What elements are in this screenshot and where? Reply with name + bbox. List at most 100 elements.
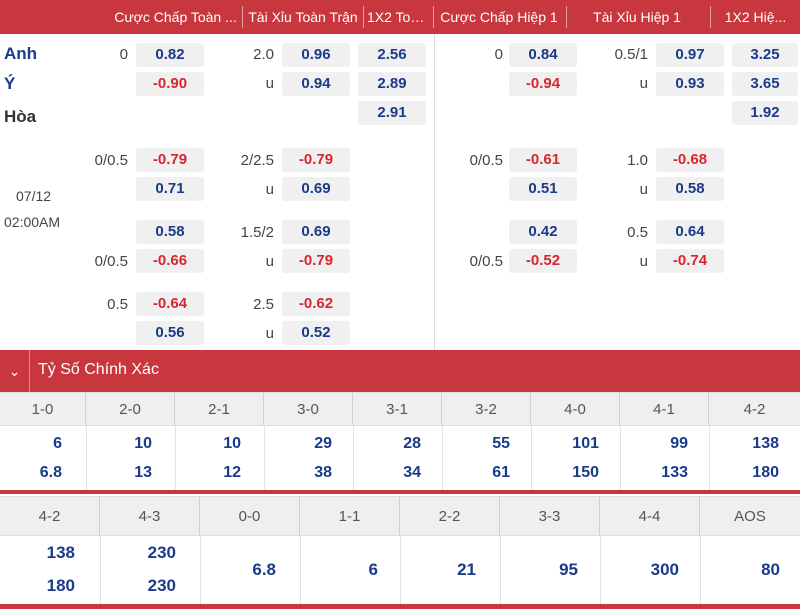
score-odds[interactable]: 6 (0, 435, 62, 453)
h1-1x2-draw-odds[interactable]: 1.92 (732, 101, 798, 125)
correct-score-row2-head: 4-2 4-3 0-0 1-1 2-2 3-3 4-4 AOS (0, 496, 800, 536)
score-label: 2-1 (175, 393, 264, 425)
col-h1-1x2[interactable]: 1X2 Hiệ... (711, 0, 800, 34)
alt1-h1-ou-odds-b[interactable]: 0.58 (656, 177, 724, 201)
alt2-h1-ou-under-label: u (598, 253, 648, 270)
col-ft-handicap[interactable]: Cược Chấp Toàn ... (108, 0, 243, 34)
ft-hdp-line: 0 (80, 46, 128, 63)
score-label: 3-1 (353, 393, 442, 425)
score-odds[interactable]: 80 (700, 560, 780, 580)
score-odds[interactable]: 180 (0, 576, 75, 596)
alt3-hdp-line: 0.5 (70, 296, 128, 313)
h1-hdp-home-odds[interactable]: 0.84 (509, 43, 577, 67)
score-odds[interactable]: 101 (531, 435, 599, 453)
score-label: 4-3 (100, 497, 200, 535)
ft-ou-over-odds[interactable]: 0.96 (282, 43, 350, 67)
score-odds[interactable]: 12 (175, 464, 241, 482)
alt1-hdp-odds-a[interactable]: -0.79 (136, 148, 204, 172)
score-odds[interactable]: 95 (500, 560, 578, 580)
col-ft-over-under[interactable]: Tài Xỉu Toàn Trận (243, 0, 363, 34)
ft-1x2-home-odds[interactable]: 2.56 (358, 43, 426, 67)
h1-hdp-away-odds[interactable]: -0.94 (509, 72, 577, 96)
score-label: 4-0 (531, 393, 620, 425)
alt1-h1-ou-line: 1.0 (598, 152, 648, 169)
score-odds[interactable]: 230 (100, 543, 176, 563)
score-label: 1-1 (300, 497, 400, 535)
h1-ou-line: 0.5/1 (598, 46, 648, 63)
h1-ou-under-odds[interactable]: 0.93 (656, 72, 724, 96)
score-label: 0-0 (200, 497, 300, 535)
score-odds[interactable]: 28 (353, 435, 421, 453)
score-odds[interactable]: 6 (300, 560, 378, 580)
alt1-hdp-odds-b[interactable]: 0.71 (136, 177, 204, 201)
alt1-ou-line: 2/2.5 (216, 152, 274, 169)
score-odds[interactable]: 138 (709, 435, 779, 453)
match-date: 07/12 (16, 188, 51, 204)
correct-score-header[interactable]: ⌄ Tỷ Số Chính Xác (0, 350, 800, 392)
alt3-ou-odds-b[interactable]: 0.52 (282, 321, 350, 345)
match-time: 02:00AM (4, 214, 60, 230)
score-odds[interactable]: 133 (620, 464, 688, 482)
alt1-hdp-line: 0/0.5 (70, 152, 128, 169)
ft-hdp-away-odds[interactable]: -0.90 (136, 72, 204, 96)
ft-ou-under-odds[interactable]: 0.94 (282, 72, 350, 96)
score-label: AOS (700, 497, 800, 535)
ft-1x2-draw-odds[interactable]: 2.91 (358, 101, 426, 125)
score-odds[interactable]: 29 (264, 435, 332, 453)
alt2-ou-odds-b[interactable]: -0.79 (282, 249, 350, 273)
alt3-ou-under-label: u (216, 325, 274, 342)
alt3-ou-line: 2.5 (216, 296, 274, 313)
alt3-ou-odds-a[interactable]: -0.62 (282, 292, 350, 316)
score-odds[interactable]: 34 (353, 464, 421, 482)
alt3-hdp-odds-a[interactable]: -0.64 (136, 292, 204, 316)
score-odds[interactable]: 6.8 (0, 464, 62, 482)
ft-1x2-away-odds[interactable]: 2.89 (358, 72, 426, 96)
alt2-hdp-line: 0/0.5 (70, 253, 128, 270)
score-odds[interactable]: 230 (100, 576, 176, 596)
ft-hdp-home-odds[interactable]: 0.82 (136, 43, 204, 67)
alt2-hdp-odds-a[interactable]: 0.58 (136, 220, 204, 244)
score-odds[interactable]: 10 (86, 435, 152, 453)
score-odds[interactable]: 61 (442, 464, 510, 482)
alt3-hdp-odds-b[interactable]: 0.56 (136, 321, 204, 345)
col-h1-over-under[interactable]: Tài Xỉu Hiệp 1 (567, 0, 707, 34)
alt1-ou-odds-b[interactable]: 0.69 (282, 177, 350, 201)
ft-ou-line: 2.0 (226, 46, 274, 63)
alt2-ou-line: 1.5/2 (216, 224, 274, 241)
alt2-h1-ou-odds-a[interactable]: 0.64 (656, 220, 724, 244)
score-odds[interactable]: 21 (400, 560, 476, 580)
alt1-h1-ou-odds-a[interactable]: -0.68 (656, 148, 724, 172)
score-odds[interactable]: 38 (264, 464, 332, 482)
score-label: 1-0 (0, 393, 86, 425)
h1-ou-over-odds[interactable]: 0.97 (656, 43, 724, 67)
h1-1x2-home-odds[interactable]: 3.25 (732, 43, 798, 67)
h1-hdp-line: 0 (455, 46, 503, 63)
alt2-h1-hdp-line: 0/0.5 (445, 253, 503, 270)
col-h1-handicap[interactable]: Cược Chấp Hiệp 1 (434, 0, 564, 34)
alt1-h1-hdp-odds-a[interactable]: -0.61 (509, 148, 577, 172)
score-label: 4-4 (600, 497, 700, 535)
score-odds[interactable]: 150 (531, 464, 599, 482)
score-label: 4-2 (0, 497, 100, 535)
score-odds[interactable]: 10 (175, 435, 241, 453)
alt1-h1-hdp-odds-b[interactable]: 0.51 (509, 177, 577, 201)
h1-1x2-away-odds[interactable]: 3.65 (732, 72, 798, 96)
alt2-h1-hdp-odds-a[interactable]: 0.42 (509, 220, 577, 244)
alt2-hdp-odds-b[interactable]: -0.66 (136, 249, 204, 273)
score-odds[interactable]: 180 (709, 464, 779, 482)
score-odds[interactable]: 300 (600, 560, 679, 580)
alt2-h1-hdp-odds-b[interactable]: -0.52 (509, 249, 577, 273)
correct-score-title: Tỷ Số Chính Xác (38, 350, 159, 390)
alt1-ou-under-label: u (216, 181, 274, 198)
score-odds[interactable]: 99 (620, 435, 688, 453)
score-odds[interactable]: 13 (86, 464, 152, 482)
alt2-ou-odds-a[interactable]: 0.69 (282, 220, 350, 244)
team-away: Ý (4, 74, 15, 94)
chevron-down-icon[interactable]: ⌄ (0, 350, 30, 392)
score-odds[interactable]: 6.8 (200, 560, 276, 580)
alt1-ou-odds-a[interactable]: -0.79 (282, 148, 350, 172)
score-odds[interactable]: 138 (0, 543, 75, 563)
col-ft-1x2[interactable]: 1X2 Toà... (363, 0, 433, 34)
score-odds[interactable]: 55 (442, 435, 510, 453)
alt2-h1-ou-odds-b[interactable]: -0.74 (656, 249, 724, 273)
